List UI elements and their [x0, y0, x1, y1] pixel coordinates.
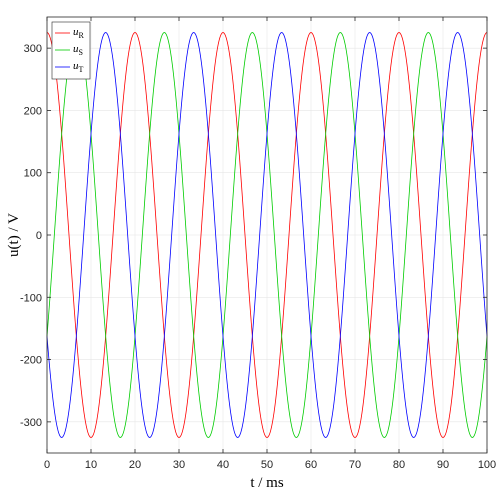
x-tick-label: 0	[44, 459, 50, 471]
x-tick-label: 30	[173, 459, 185, 471]
legend-box	[51, 21, 91, 80]
x-tick-label: 50	[261, 459, 273, 471]
y-tick-label: -300	[20, 417, 42, 429]
y-tick-label: 200	[24, 105, 42, 117]
y-axis-label: u(t) / V	[6, 213, 22, 257]
x-tick-label: 100	[478, 459, 496, 471]
x-tick-label: 10	[85, 459, 97, 471]
x-axis-label: t / ms	[250, 475, 284, 491]
legend-label: uT	[73, 60, 84, 74]
x-tick-label: 90	[437, 459, 449, 471]
x-tick-label: 40	[217, 459, 229, 471]
ticks	[46, 17, 488, 453]
x-tick-label: 70	[349, 459, 361, 471]
legend: uR uS uT	[51, 21, 91, 80]
y-tick-label: -200	[20, 355, 42, 367]
x-tick-labels: 0 10 20 30 40 50 60 70 80 90 100	[44, 459, 496, 471]
legend-items: uR uS uT	[55, 26, 85, 74]
legend-label: uS	[73, 43, 83, 57]
x-tick-label: 60	[305, 459, 317, 471]
y-tick-label: 300	[24, 43, 42, 55]
plot-lines	[46, 32, 488, 438]
legend-label: uR	[73, 26, 85, 40]
y-tick-label: -100	[20, 292, 42, 304]
y-tick-labels: -300 -200 -100 0 100 200 300	[20, 43, 42, 429]
y-tick-label: 100	[24, 168, 42, 180]
x-tick-label: 80	[393, 459, 405, 471]
series-line-u-t	[46, 32, 488, 438]
x-tick-label: 20	[129, 459, 141, 471]
y-tick-label: 0	[36, 230, 42, 242]
